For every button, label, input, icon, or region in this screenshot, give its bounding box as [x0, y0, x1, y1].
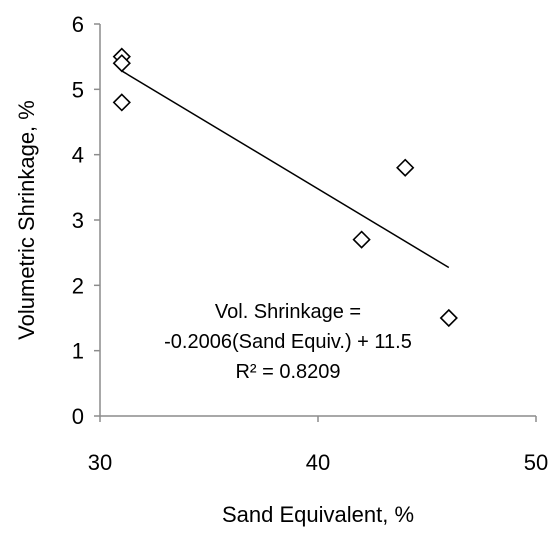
data-point	[352, 230, 371, 249]
data-point	[439, 308, 458, 328]
data-point	[396, 158, 415, 177]
x-tick-label: 50	[524, 450, 548, 475]
annotation-line-1: Vol. Shrinkage =	[215, 301, 361, 323]
y-tick-label: 5	[72, 77, 84, 102]
trendline	[121, 70, 450, 269]
annotation-line-3: R² = 0.8209	[235, 361, 340, 383]
annotation-line-2: -0.2006(Sand Equiv.) + 11.5	[164, 331, 412, 353]
x-tick-label: 40	[306, 450, 330, 475]
y-tick-label: 1	[72, 339, 84, 364]
x-axis-title: Sand Equivalent, %	[222, 502, 414, 527]
y-tick-label: 2	[72, 273, 84, 298]
x-tick-label: 30	[88, 450, 112, 475]
axes	[99, 24, 536, 417]
y-tick-label: 3	[72, 208, 84, 233]
y-tick-label: 6	[72, 12, 84, 37]
y-tick-label: 4	[72, 143, 84, 168]
y-axis-title: Volumetric Shrinkage, %	[14, 100, 39, 340]
tick-labels: 0 1 2 3 4 5 6 30 40 50	[72, 12, 548, 475]
y-tick-label: 0	[72, 404, 84, 429]
data-point	[112, 54, 131, 73]
tick-marks	[94, 23, 537, 422]
data-points	[112, 47, 458, 328]
data-point	[112, 93, 131, 112]
